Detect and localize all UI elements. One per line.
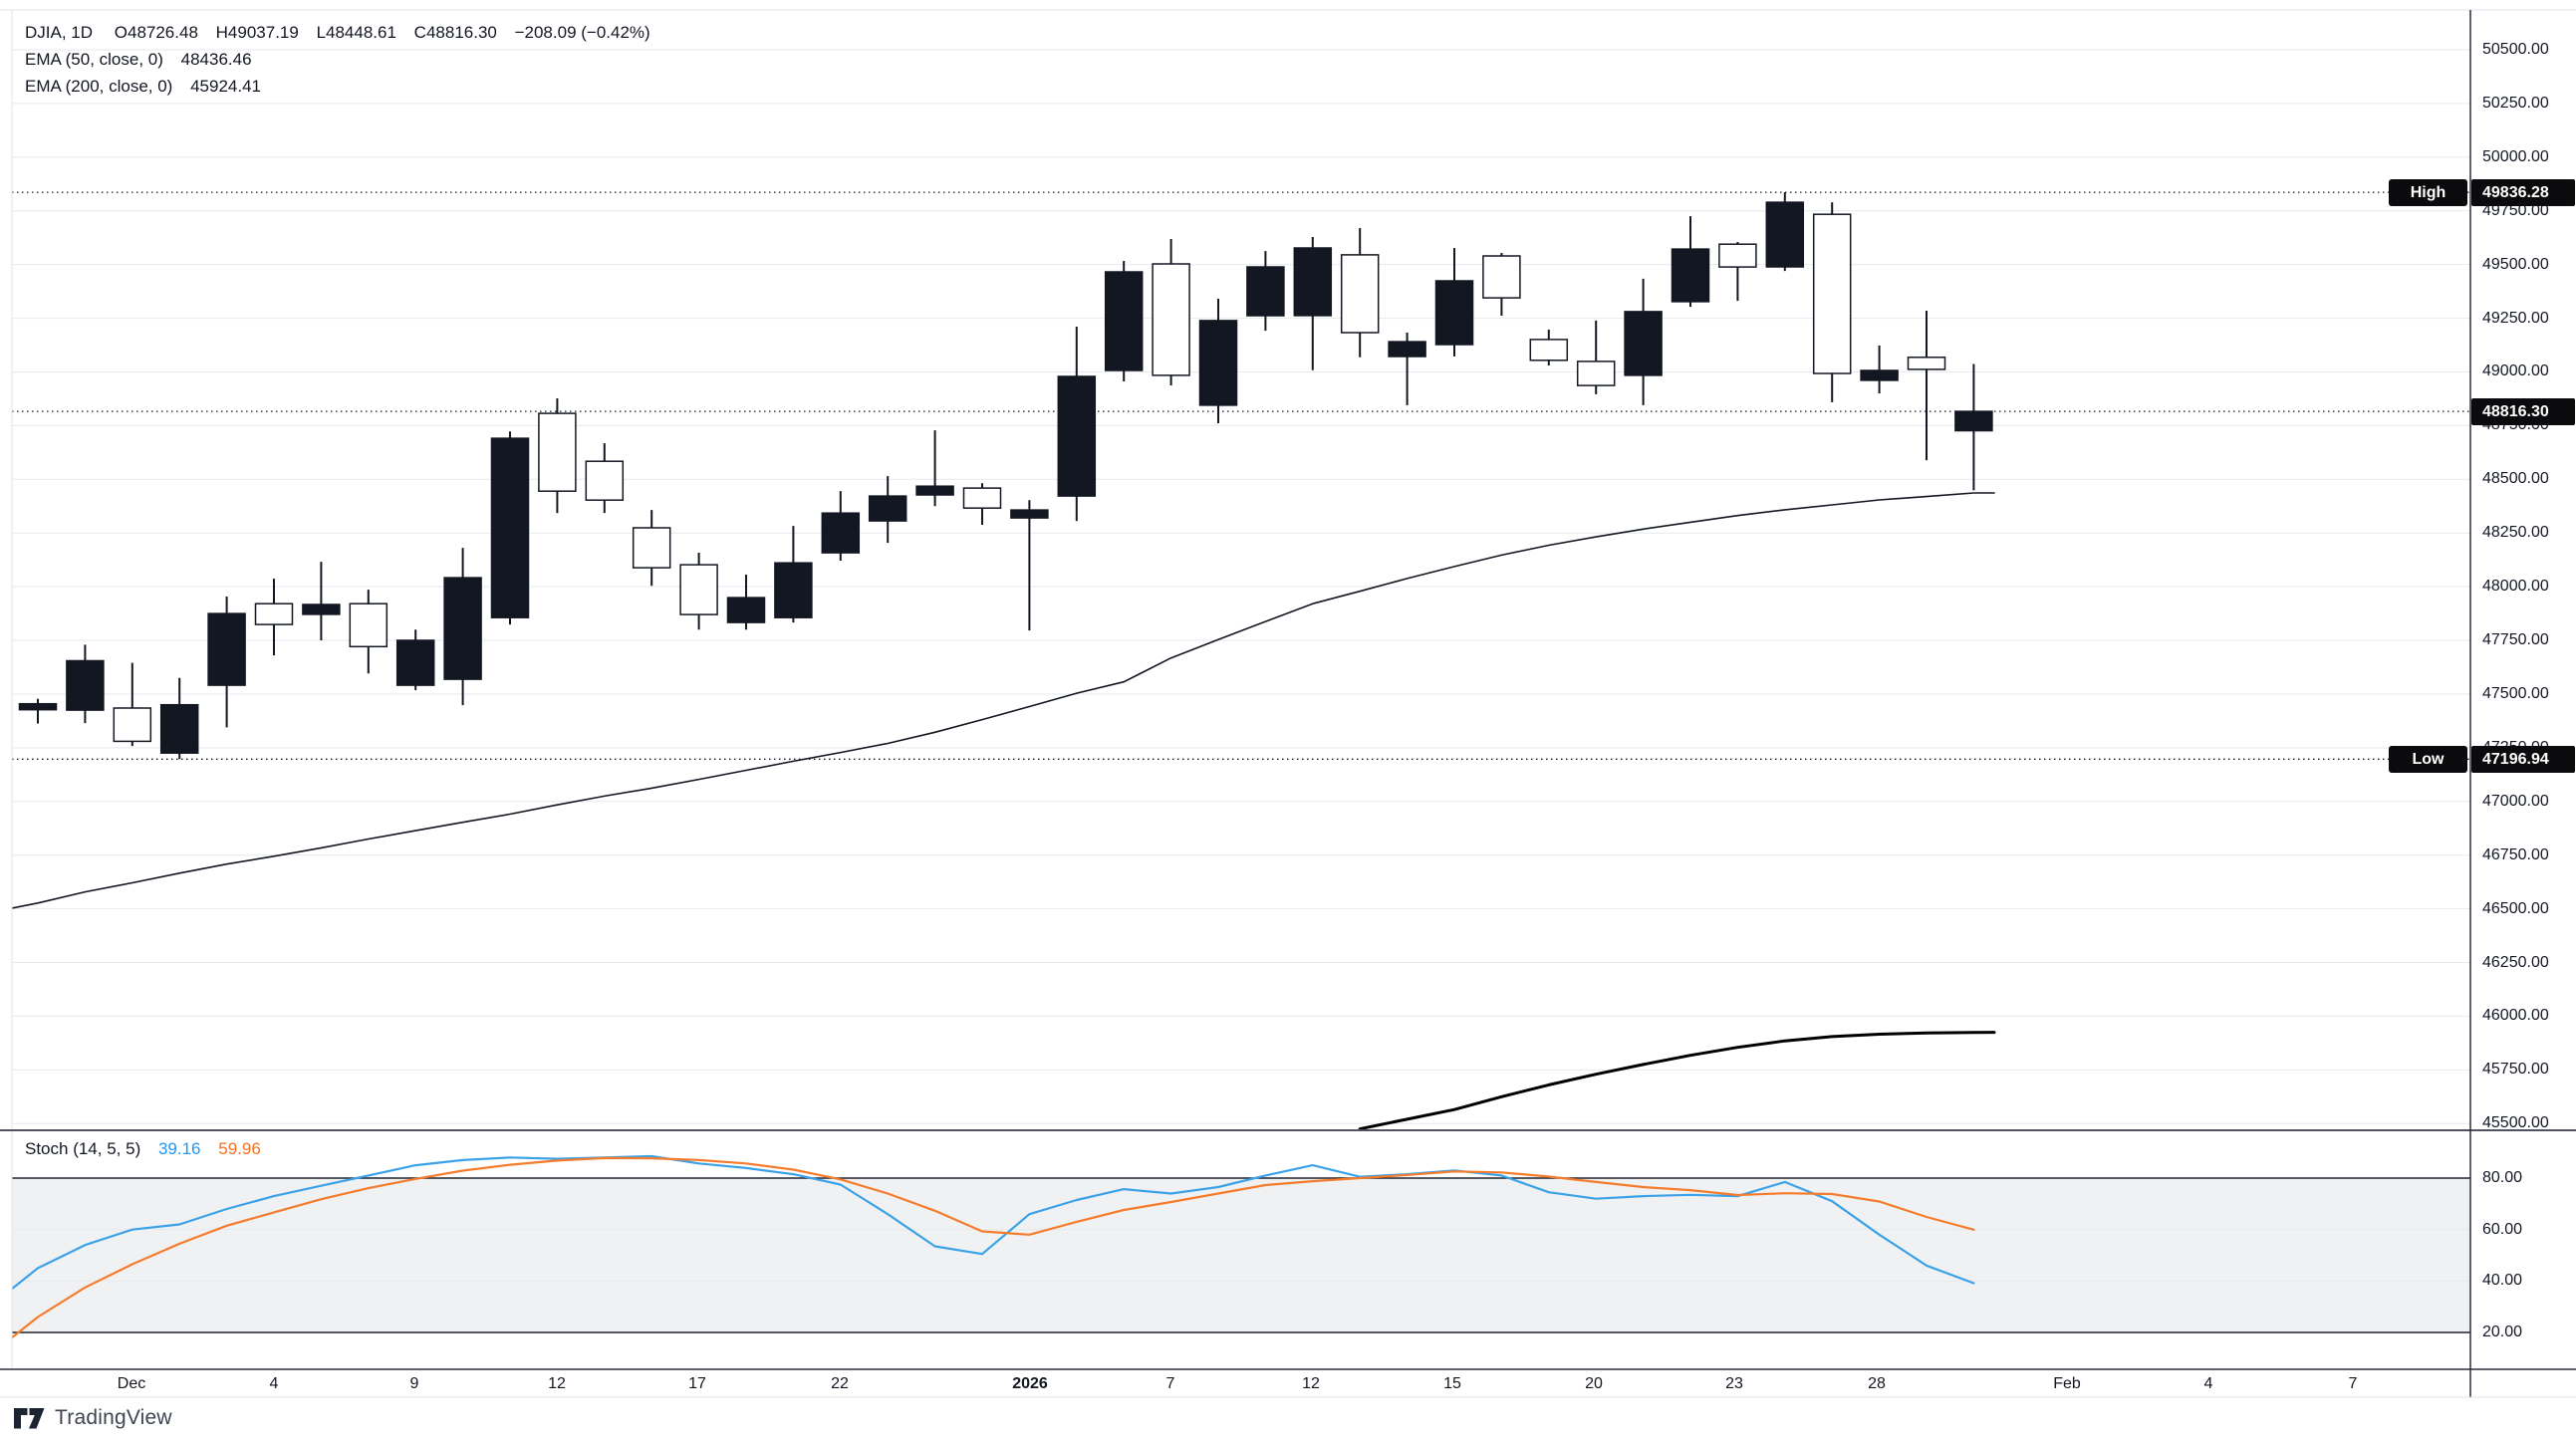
stoch-legend-row[interactable]: Stoch (14, 5, 5) 39.16 59.96 <box>25 1139 261 1159</box>
tradingview-logo-text: TradingView <box>55 1406 172 1429</box>
time-axis-label: 23 <box>1725 1375 1743 1392</box>
high-value-badge: 49836.28 <box>2471 179 2575 206</box>
price-axis-label: 49750.00 <box>2482 202 2549 219</box>
price-axis-label: 49500.00 <box>2482 256 2549 273</box>
price-axis-label: 49000.00 <box>2482 362 2549 379</box>
stoch-axis-label: 80.00 <box>2482 1169 2523 1186</box>
time-axis-label: 7 <box>1165 1375 1175 1392</box>
price-axis-label: 46000.00 <box>2482 1007 2549 1024</box>
ema200-value: 45924.41 <box>190 77 261 96</box>
time-axis-label: 22 <box>831 1375 849 1392</box>
time-axis-label: 28 <box>1868 1375 1886 1392</box>
time-axis-label: 15 <box>1443 1375 1461 1392</box>
price-axis-label: 46250.00 <box>2482 954 2549 971</box>
price-axis-label: 46750.00 <box>2482 846 2549 863</box>
low-value-badge: 47196.94 <box>2471 746 2575 773</box>
tradingview-logo[interactable]: TradingView <box>14 1406 172 1430</box>
stoch-axis-label: 40.00 <box>2482 1272 2523 1289</box>
time-axis-label: Dec <box>117 1375 146 1392</box>
price-axis-label: 50250.00 <box>2482 95 2549 112</box>
symbol-title: DJIA, 1D <box>25 23 94 42</box>
ema50-legend-row[interactable]: EMA (50, close, 0) 48436.46 <box>25 46 663 73</box>
ohlc-low: L48448.61 <box>316 23 396 42</box>
ohlc-close: C48816.30 <box>413 23 497 42</box>
time-axis-label: 4 <box>2203 1375 2213 1392</box>
price-axis-label: 47000.00 <box>2482 793 2549 810</box>
ema200-label: EMA (200, close, 0) <box>25 77 173 96</box>
ema200-legend-row[interactable]: EMA (200, close, 0) 45924.41 <box>25 73 663 100</box>
last-price-badge: 48816.30 <box>2471 398 2575 425</box>
low-label-badge: Low <box>2389 746 2467 773</box>
price-axis-label: 45750.00 <box>2482 1061 2549 1078</box>
price-axis-label: 48250.00 <box>2482 524 2549 541</box>
price-axis-label: 48000.00 <box>2482 578 2549 595</box>
stoch-label: Stoch (14, 5, 5) <box>25 1139 141 1158</box>
stoch-axis-label: 20.00 <box>2482 1323 2523 1340</box>
ohlc-high: H49037.19 <box>215 23 299 42</box>
time-axis-label: 17 <box>688 1375 706 1392</box>
time-axis-label: 12 <box>548 1375 566 1392</box>
time-axis-label: 4 <box>269 1375 279 1392</box>
price-axis-label: 50500.00 <box>2482 41 2549 58</box>
time-axis-label: Feb <box>2053 1375 2081 1392</box>
ema50-value: 48436.46 <box>180 50 252 69</box>
price-axis-label: 47500.00 <box>2482 685 2549 702</box>
main-legend: DJIA, 1D O48726.48 H49037.19 L48448.61 C… <box>25 19 663 100</box>
time-axis-label: 20 <box>1585 1375 1603 1392</box>
price-axis-label: 47750.00 <box>2482 631 2549 648</box>
time-axis-label: 12 <box>1302 1375 1320 1392</box>
symbol-legend-row[interactable]: DJIA, 1D O48726.48 H49037.19 L48448.61 C… <box>25 19 663 46</box>
price-axis-label: 49250.00 <box>2482 310 2549 327</box>
time-axis-label: 2026 <box>1012 1375 1048 1392</box>
price-change: −208.09 (−0.42%) <box>514 23 650 42</box>
time-axis-label: 7 <box>2348 1375 2358 1392</box>
tradingview-logo-icon <box>14 1407 45 1428</box>
price-axis-label: 48500.00 <box>2482 470 2549 487</box>
stoch-d-value: 59.96 <box>218 1139 261 1158</box>
ema50-label: EMA (50, close, 0) <box>25 50 163 69</box>
price-axis-label: 50000.00 <box>2482 148 2549 165</box>
stoch-axis-label: 60.00 <box>2482 1221 2523 1238</box>
high-label-badge: High <box>2389 179 2467 206</box>
stoch-k-value: 39.16 <box>157 1139 201 1158</box>
time-axis-label: 9 <box>409 1375 419 1392</box>
price-axis-label: 46500.00 <box>2482 900 2549 917</box>
price-axis-label: 45500.00 <box>2482 1114 2549 1131</box>
ohlc-open: O48726.48 <box>114 23 198 42</box>
